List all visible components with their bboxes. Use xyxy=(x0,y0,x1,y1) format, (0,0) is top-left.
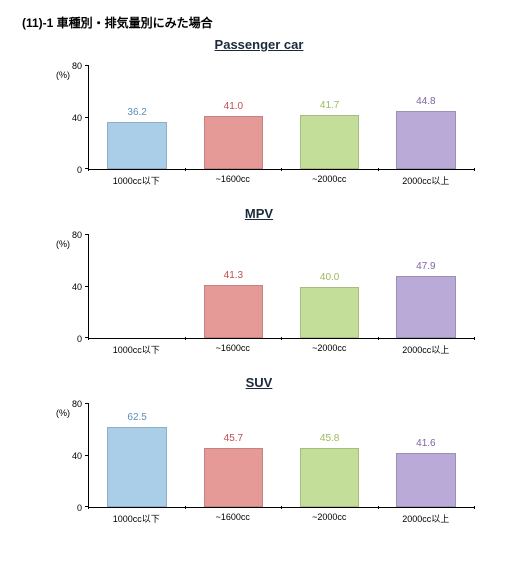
y-tick-label: 0 xyxy=(77,334,82,344)
plot-area: 41.3 40.0 47.9 xyxy=(88,235,474,339)
x-label: 2000cc以上 xyxy=(378,508,475,526)
x-tick-mark xyxy=(474,168,475,171)
y-tick-label: 0 xyxy=(77,503,82,513)
x-label: ~2000cc xyxy=(281,339,378,357)
y-tick-label: 40 xyxy=(72,113,82,123)
chart-title: MPV xyxy=(44,206,474,221)
x-tick-mark xyxy=(474,506,475,509)
plot-area: 62.5 45.7 45.8 41.6 xyxy=(88,404,474,508)
chart-wrap: (%) 0 40 80 41.3 40.0 47.9 1000cc以下~1600cc~2000… xyxy=(44,225,474,357)
bar-slot: 44.8 xyxy=(378,66,474,169)
bar xyxy=(300,448,360,507)
chart-block: MPV (%) 0 40 80 41.3 40.0 47.9 1000cc以下~1600cc~2… xyxy=(44,206,474,357)
plot: 36.2 41.0 41.7 44.8 1000cc以下~1600cc~2000cc20… xyxy=(88,56,474,188)
charts-container: Passenger car (%) 0 40 80 36.2 41.0 41.7 44.8 100… xyxy=(4,37,514,526)
bar-value-label: 45.8 xyxy=(320,433,339,444)
chart-title: SUV xyxy=(44,375,474,390)
bar-slot: 41.7 xyxy=(282,66,378,169)
y-axis: (%) 0 40 80 xyxy=(44,225,88,357)
chart-wrap: (%) 0 40 80 36.2 41.0 41.7 44.8 1000cc以下~1600cc~… xyxy=(44,56,474,188)
bar-slot: 41.0 xyxy=(185,66,281,169)
bar xyxy=(107,122,167,169)
bar-slot: 41.3 xyxy=(185,235,281,338)
bar-value-label: 45.7 xyxy=(224,433,243,444)
bar-slot: 47.9 xyxy=(378,235,474,338)
bar-slot: 40.0 xyxy=(282,235,378,338)
bar-slot: 45.8 xyxy=(282,404,378,507)
page: (11)-1 車種別・排気量別にみた場合 Passenger car (%) 0 40… xyxy=(0,0,518,564)
bar-slot: 62.5 xyxy=(89,404,185,507)
y-tick-label: 0 xyxy=(77,165,82,175)
bar-value-label: 62.5 xyxy=(127,412,146,423)
bar-slot: 45.7 xyxy=(185,404,281,507)
plot: 62.5 45.7 45.8 41.6 1000cc以下~1600cc~2000cc20… xyxy=(88,394,474,526)
bar-value-label: 47.9 xyxy=(416,261,435,272)
bar xyxy=(204,285,264,338)
x-label: 2000cc以上 xyxy=(378,339,475,357)
x-label: ~1600cc xyxy=(185,170,282,188)
x-label: 2000cc以上 xyxy=(378,170,475,188)
bar-value-label: 41.6 xyxy=(416,438,435,449)
x-label: 1000cc以下 xyxy=(88,170,185,188)
y-axis-unit: (%) xyxy=(56,408,70,418)
bar xyxy=(107,427,167,507)
bar-slot: 41.6 xyxy=(378,404,474,507)
plot-area: 36.2 41.0 41.7 44.8 xyxy=(88,66,474,170)
x-label: ~2000cc xyxy=(281,508,378,526)
y-tick-label: 40 xyxy=(72,451,82,461)
chart-block: SUV (%) 0 40 80 62.5 45.7 45.8 41.6 1000cc以下~1600… xyxy=(44,375,474,526)
plot: 41.3 40.0 47.9 1000cc以下~1600cc~2000cc2000cc… xyxy=(88,225,474,357)
bar-value-label: 36.2 xyxy=(127,107,146,118)
bars-row: 41.3 40.0 47.9 xyxy=(89,235,474,338)
bar-slot xyxy=(89,235,185,338)
bar-slot: 36.2 xyxy=(89,66,185,169)
bar xyxy=(300,287,360,339)
bar-value-label: 41.7 xyxy=(320,100,339,111)
x-tick-mark xyxy=(474,337,475,340)
y-axis-unit: (%) xyxy=(56,70,70,80)
y-tick-label: 80 xyxy=(72,399,82,409)
bar xyxy=(396,453,456,507)
chart-block: Passenger car (%) 0 40 80 36.2 41.0 41.7 44.8 100… xyxy=(44,37,474,188)
x-labels-row: 1000cc以下~1600cc~2000cc2000cc以上 xyxy=(88,339,474,357)
bar xyxy=(396,111,456,169)
x-label: 1000cc以下 xyxy=(88,508,185,526)
x-labels-row: 1000cc以下~1600cc~2000cc2000cc以上 xyxy=(88,508,474,526)
bars-row: 36.2 41.0 41.7 44.8 xyxy=(89,66,474,169)
y-axis: (%) 0 40 80 xyxy=(44,394,88,526)
bar-value-label: 41.0 xyxy=(224,101,243,112)
y-axis: (%) 0 40 80 xyxy=(44,56,88,188)
x-label: ~2000cc xyxy=(281,170,378,188)
x-label: 1000cc以下 xyxy=(88,339,185,357)
x-label: ~1600cc xyxy=(185,508,282,526)
bar xyxy=(396,276,456,338)
x-labels-row: 1000cc以下~1600cc~2000cc2000cc以上 xyxy=(88,170,474,188)
bar xyxy=(300,115,360,169)
bar-value-label: 41.3 xyxy=(224,270,243,281)
y-tick-label: 80 xyxy=(72,230,82,240)
x-label: ~1600cc xyxy=(185,339,282,357)
bar xyxy=(204,116,264,169)
bar-value-label: 44.8 xyxy=(416,96,435,107)
bar-value-label: 40.0 xyxy=(320,272,339,283)
y-axis-unit: (%) xyxy=(56,239,70,249)
chart-title: Passenger car xyxy=(44,37,474,52)
y-tick-label: 80 xyxy=(72,61,82,71)
chart-wrap: (%) 0 40 80 62.5 45.7 45.8 41.6 1000cc以下~1600cc~… xyxy=(44,394,474,526)
bars-row: 62.5 45.7 45.8 41.6 xyxy=(89,404,474,507)
page-title: (11)-1 車種別・排気量別にみた場合 xyxy=(22,14,514,31)
y-tick-label: 40 xyxy=(72,282,82,292)
bar xyxy=(204,448,264,507)
